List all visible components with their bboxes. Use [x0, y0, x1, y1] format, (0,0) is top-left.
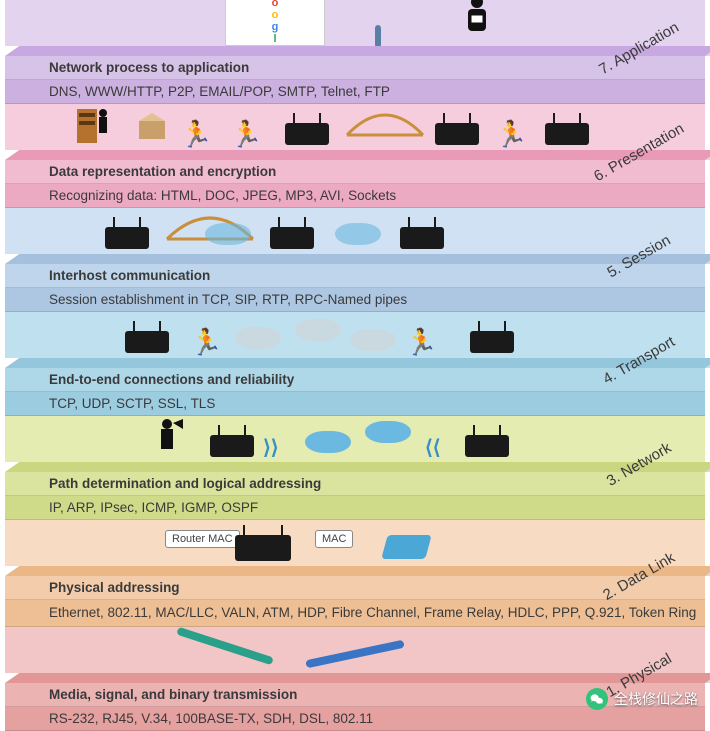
layer-7-protocols: DNS, WWW/HTTP, P2P, EMAIL/POP, SMTP, Tel… — [5, 80, 705, 104]
layer-5-protocols: Session establishment in TCP, SIP, RTP, … — [5, 288, 705, 312]
switch-icon — [385, 533, 429, 562]
layer-4-protocols: TCP, UDP, SCTP, SSL, TLS — [5, 392, 705, 416]
runner-icon: 🏃 — [495, 119, 527, 150]
person-envelope-icon — [460, 0, 494, 46]
runner-icon: 🏃 — [405, 327, 437, 358]
cloud-node-icon — [295, 319, 341, 346]
layer-3-title: Path determination and logical addressin… — [5, 472, 705, 496]
monitor-icon — [375, 28, 381, 46]
layer-1-slab — [5, 673, 710, 683]
layer-6-slab — [5, 150, 710, 160]
watermark-text: 全栈修仙之路 — [614, 689, 698, 709]
google-card: Google — [225, 0, 325, 46]
layer-2-title: Physical addressing — [5, 576, 705, 600]
wifi-icon: ⟨⟨ — [425, 435, 441, 460]
watermark: 全栈修仙之路 — [586, 688, 698, 710]
layer-7-slab — [5, 46, 710, 56]
router-icon — [235, 535, 291, 566]
layer-6-icons: 🏃 🏃 🏃 — [5, 104, 705, 150]
cloud-node-icon — [335, 223, 381, 250]
layer-2-protocols: Ethernet, 802.11, MAC/LLC, VALN, ATM, HD… — [5, 600, 705, 627]
layer-5-session: 5. Session Interhost communication Sessi… — [0, 208, 710, 312]
router-icon — [435, 123, 479, 150]
layer-4-transport: 🏃 🏃 4. Transport End-to-end connections … — [0, 312, 710, 416]
router-icon — [125, 331, 169, 358]
layer-4-title: End-to-end connections and reliability — [5, 368, 705, 392]
layer-1-protocols: RS-232, RJ45, V.34, 100BASE-TX, SDH, DSL… — [5, 707, 705, 731]
box-icon — [135, 111, 169, 146]
layer-3-protocols: IP, ARP, IPsec, ICMP, IGMP, OSPF — [5, 496, 705, 520]
layer-1-icons — [5, 627, 705, 673]
layer-3-icons: ⟩⟩ ⟨⟨ — [5, 416, 705, 462]
layer-5-icons — [5, 208, 705, 254]
wifi-icon: ⟩⟩ — [263, 435, 279, 460]
layer-7-application: Google 7. Application Network process to… — [0, 0, 710, 104]
fiber-cable-icon — [175, 622, 276, 670]
layer-6-protocols: Recognizing data: HTML, DOC, JPEG, MP3, … — [5, 184, 705, 208]
router-icon — [400, 227, 444, 254]
cloud-node-icon — [365, 421, 411, 448]
cloud-node-icon — [350, 329, 396, 356]
runner-icon: 🏃 — [190, 327, 222, 358]
layer-4-icons: 🏃 🏃 — [5, 312, 705, 358]
layer-2-slab — [5, 566, 710, 576]
tag-router-mac: Router MAC — [165, 530, 240, 548]
bridge-icon — [345, 105, 425, 144]
layer-4-slab — [5, 358, 710, 368]
announcer-icon — [155, 417, 183, 462]
runner-icon: 🏃 — [230, 119, 262, 150]
router-icon — [210, 435, 254, 462]
layer-6-title: Data representation and encryption — [5, 160, 705, 184]
layer-3-slab — [5, 462, 710, 472]
router-icon — [270, 227, 314, 254]
router-icon — [465, 435, 509, 462]
cloud-node-icon — [205, 223, 251, 250]
router-icon — [105, 227, 149, 254]
layer-5-title: Interhost communication — [5, 264, 705, 288]
layer-7-icons: Google — [5, 0, 705, 46]
runner-icon: 🏃 — [180, 119, 212, 150]
tag-mac: MAC — [315, 530, 353, 548]
cabinet-icon — [75, 103, 109, 150]
layer-2-datalink: Router MAC MAC 2. Data Link Physical add… — [0, 520, 710, 627]
wechat-icon — [586, 688, 608, 710]
layer-1-physical: 1. Physical Media, signal, and binary tr… — [0, 627, 710, 731]
cloud-node-icon — [235, 327, 281, 354]
router-icon — [545, 123, 589, 150]
cloud-node-icon — [305, 431, 351, 458]
layer-2-icons: Router MAC MAC — [5, 520, 705, 566]
layer-3-network: ⟩⟩ ⟨⟨ 3. Network Path determination and … — [0, 416, 710, 520]
ethernet-cable-icon — [304, 635, 406, 673]
router-icon — [470, 331, 514, 358]
router-icon — [285, 123, 329, 150]
osi-stack: Google 7. Application Network process to… — [0, 0, 710, 731]
layer-6-presentation: 🏃 🏃 🏃 6. Presentation Data representatio… — [0, 104, 710, 208]
layer-5-slab — [5, 254, 710, 264]
layer-7-title: Network process to application — [5, 56, 705, 80]
